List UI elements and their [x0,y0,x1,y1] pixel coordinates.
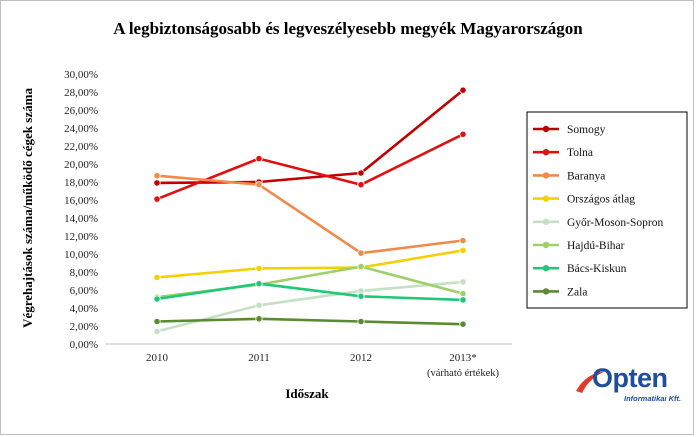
x-tick-label: 2013* [449,352,477,364]
legend-label: Bács-Kiskun [567,263,627,275]
y-axis-title: Végrehajtások száma/működő cégek száma [20,88,35,328]
y-tick-label: 8,00% [70,267,98,279]
legend-label: Somogy [567,124,606,136]
data-point [153,327,161,335]
data-point [255,315,263,323]
data-point [153,317,161,326]
data-point [357,317,365,326]
y-tick-label: 6,00% [70,285,98,297]
data-point [459,246,467,254]
y-tick-label: 24,00% [64,123,98,135]
x-axis: 2010 2011 2012 2013* [146,352,477,364]
series-baranya [153,172,467,257]
data-point [357,249,365,257]
x-tick-label: 2011 [248,352,270,364]
logo-wordmark: Opten [592,363,668,393]
data-point [153,195,161,203]
y-tick-label: 12,00% [64,231,98,243]
y-tick-label: 10,00% [64,249,98,261]
logo-subtitle: Informatikai Kft. [624,394,682,403]
series-line [156,133,464,201]
data-point [153,172,161,180]
data-point [459,278,467,286]
legend: Somogy Tolna Baranya Országos átlag Győr-Mos… [526,111,688,309]
legend-marker [542,125,550,133]
series-line [156,282,464,302]
legend-label: Győr-Moson-Sopron [567,217,663,229]
series-bács-kiskun [153,280,467,304]
y-tick-label: 0,00% [70,339,98,351]
data-point [255,301,263,309]
data-point [255,264,263,272]
legend-marker [542,218,550,225]
series-zala [153,315,467,328]
legend-marker [542,241,550,249]
data-point [153,179,161,187]
x-axis-title: Időszak [285,386,329,401]
y-tick-label: 2,00% [70,321,98,333]
legend-label: Baranya [567,170,605,182]
data-point [153,295,161,303]
y-tick-label: 30,00% [64,69,98,81]
legend-marker [542,195,550,202]
y-tick-label: 16,00% [64,195,98,207]
legend-label: Zala [567,286,587,298]
data-point [357,169,365,177]
logo-swoosh-icon [576,371,606,393]
data-point [459,289,467,298]
data-point [459,86,467,94]
series-győr-moson-sopron [153,278,467,335]
data-point [459,236,467,245]
chart-title: A legbiztonságosabb és legveszélyesebb m… [113,19,583,38]
legend-marker [542,149,550,156]
data-point [255,181,263,189]
series-line [156,317,464,326]
data-point [255,280,263,288]
y-axis: 0,00% 2,00% 4,00% 6,00% 8,00% 10,00% 12,00% 14,… [64,69,98,351]
x-tick-label: 2012 [350,352,372,364]
data-point [153,273,161,281]
legend-label: Hajdú-Bihar [567,240,625,252]
legend-marker [542,288,550,295]
series-tolna [153,130,467,203]
y-tick-label: 18,00% [64,177,98,189]
y-tick-label: 26,00% [64,105,98,117]
data-point [357,292,365,300]
legend-label: Országos átlag [567,194,635,206]
data-point [357,181,365,189]
data-point [357,262,365,271]
data-point [459,296,467,304]
x-tick-label: 2010 [146,352,169,364]
y-tick-label: 28,00% [64,87,98,99]
series-line [156,89,464,185]
y-tick-label: 4,00% [70,303,98,315]
opten-logo: Opten Informatikai Kft. [572,363,690,409]
series-line [156,174,464,255]
y-tick-label: 14,00% [64,213,98,225]
data-point [459,130,467,138]
x-category-note: (várható értékek) [427,368,500,379]
data-point [459,320,467,328]
data-point [255,155,263,163]
legend-label: Tolna [567,147,593,159]
legend-marker [542,172,550,179]
legend-box [526,111,688,309]
legend-marker [542,265,550,272]
y-tick-label: 22,00% [64,141,98,153]
y-tick-label: 20,00% [64,159,98,171]
series-group [153,86,467,335]
series-somogy [153,86,467,187]
series-line [156,249,464,279]
series-line [156,280,464,333]
